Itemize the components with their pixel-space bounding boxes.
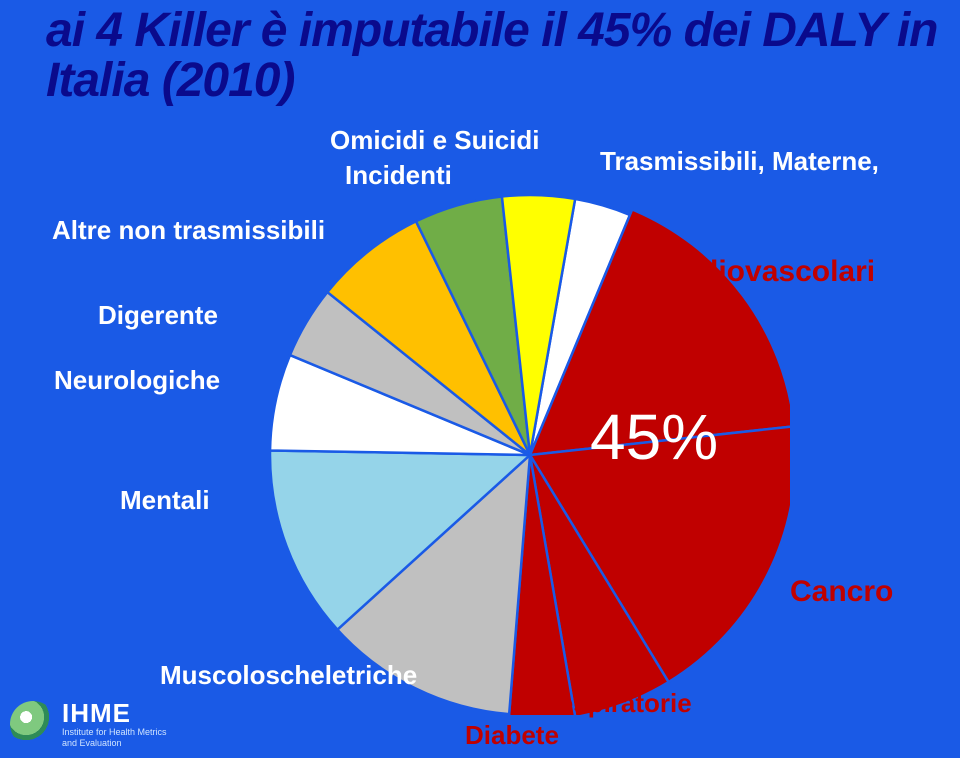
label-muscoloscheletriche: Muscoloscheletriche: [160, 660, 417, 691]
label-digerente: Digerente: [98, 300, 218, 331]
logo-sub2: and Evaluation: [62, 739, 167, 748]
logo-name: IHME: [62, 700, 167, 726]
center-percent: 45%: [590, 400, 718, 474]
label-cardiovascolari: Cardiovascolari: [650, 255, 875, 289]
label-incidenti: Incidenti: [345, 160, 452, 191]
logo-sub1: Institute for Health Metrics: [62, 728, 167, 737]
label-mentali: Mentali: [120, 485, 210, 516]
label-trasmissibili-materne-: Trasmissibili, Materne,: [600, 146, 879, 177]
label-cancro: Cancro: [790, 575, 893, 609]
label-altre-non-trasmissibili: Altre non trasmissibili: [52, 215, 325, 246]
logo-icon: [10, 701, 56, 747]
label-diabete: Diabete: [465, 720, 559, 751]
label-omicidi-e-suicidi: Omicidi e Suicidi: [330, 125, 540, 156]
ihme-logo: IHME Institute for Health Metrics and Ev…: [10, 700, 167, 748]
page-title: ai 4 Killer è imputabile il 45% dei DALY…: [46, 6, 946, 107]
label-respiratorie: Respiratorie: [540, 688, 692, 719]
label-neurologiche: Neurologiche: [54, 365, 220, 396]
